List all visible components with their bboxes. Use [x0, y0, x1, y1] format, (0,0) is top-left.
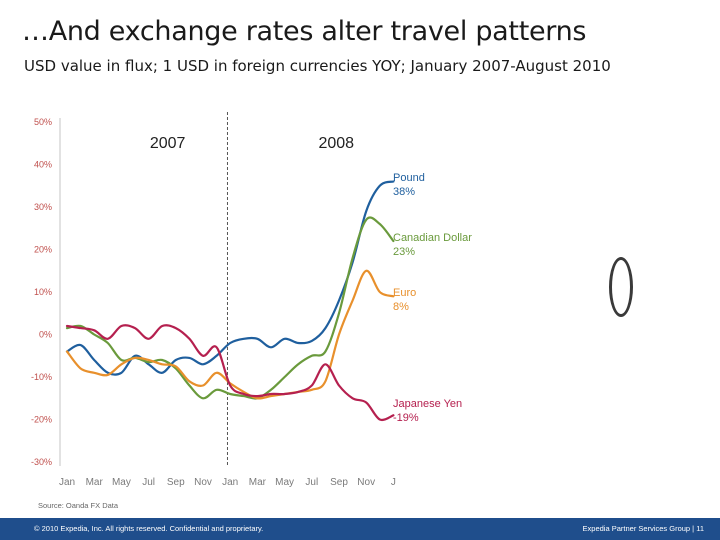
series-name-pound: Pound: [393, 172, 425, 184]
x-tick-label: Nov: [194, 477, 212, 488]
y-tick-label: -10%: [31, 372, 52, 382]
y-tick-label: 20%: [34, 245, 52, 255]
x-tick-label: Sep: [330, 477, 348, 488]
x-tick-label: Jan: [222, 477, 238, 488]
x-tick-label: Jan: [59, 477, 75, 488]
x-tick-label: Mar: [86, 477, 104, 488]
footer-bar: © 2010 Expedia, Inc. All rights reserved…: [0, 518, 720, 540]
axis-layer: 50% 40% 30% 20% 10% 0% -10% -20% -30% Jan Mar May Ju…: [31, 112, 396, 488]
period-label-2007: 2007: [150, 135, 186, 152]
x-tick-label: Jul: [305, 477, 318, 488]
chart-title: …And exchange rates alter travel pattern…: [22, 16, 587, 47]
source-note: Source: Oanda FX Data: [38, 501, 119, 510]
series-name-euro: Euro: [393, 287, 416, 299]
series-line-pound: [65, 180, 395, 376]
y-tick-label: 0%: [39, 330, 52, 340]
y-tick-label: -30%: [31, 457, 52, 467]
footer-page-info: Expedia Partner Services Group | 11: [582, 524, 704, 533]
series-name-japanese-yen: Japanese Yen: [393, 398, 462, 410]
series-name-canadian-dollar: Canadian Dollar: [393, 232, 472, 244]
series-line-canadian-dollar: [65, 216, 395, 400]
y-tick-label: 40%: [34, 160, 52, 170]
footer-copyright: © 2010 Expedia, Inc. All rights reserved…: [34, 524, 264, 533]
series-label-layer: Pound 38% Canadian Dollar 23% Euro 8% Japanese…: [393, 172, 472, 424]
y-tick-label: 30%: [34, 202, 52, 212]
x-tick-label: May: [275, 477, 294, 488]
x-tick-label: Mar: [249, 477, 267, 488]
series-value-canadian-dollar: 23%: [393, 246, 415, 258]
period-label-2008: 2008: [318, 135, 354, 152]
series-line-japanese-yen: [65, 324, 395, 422]
y-tick-label: 10%: [34, 287, 52, 297]
x-tick-label: May: [112, 477, 131, 488]
series-value-japanese-yen: -19%: [393, 412, 419, 424]
series-layer: [65, 180, 395, 422]
x-tick-label: Jul: [142, 477, 155, 488]
series-value-pound: 38%: [393, 186, 415, 198]
series-value-euro: 8%: [393, 301, 409, 313]
exchange-rate-line-chart: 50% 40% 30% 20% 10% 0% -10% -20% -30% Jan Mar May Ju…: [31, 112, 472, 488]
chart-subtitle: USD value in flux; 1 USD in foreign curr…: [24, 57, 611, 75]
x-tick-label: J: [391, 477, 396, 488]
y-tick-label: -20%: [31, 415, 52, 425]
x-tick-label: Sep: [167, 477, 185, 488]
y-tick-label: 50%: [34, 117, 52, 127]
zero-oval-mark: [609, 257, 633, 317]
x-tick-label: Nov: [357, 477, 375, 488]
